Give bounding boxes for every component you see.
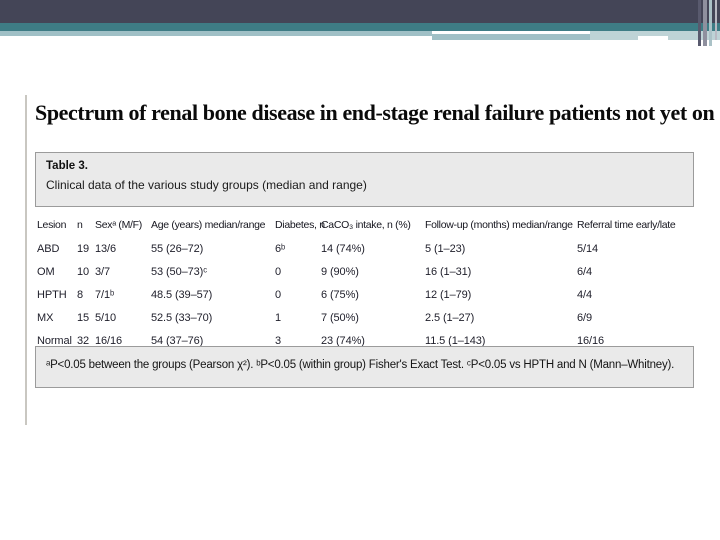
cell-n: 19 [77, 242, 90, 255]
column-header-caco3: CaCO₃ intake, n (%) [321, 219, 411, 231]
cell-caco3: 14 (74%) [321, 242, 365, 255]
cell-referral: 6/9 [577, 311, 592, 324]
cell-lesion: HPTH [37, 288, 67, 301]
cell-sex: 5/10 [95, 311, 117, 324]
cell-age: 48.5 (39–57) [151, 288, 213, 301]
cell-sex: 16/16 [95, 334, 123, 347]
cell-age: 55 (26–72) [151, 242, 204, 255]
table-row: OM 10 3/7 53 (50–73)ᶜ 0 9 (90%) 16 (1–31… [37, 260, 692, 283]
column-header-diabetes: Diabetes, n [275, 219, 325, 231]
clinical-data-table: Lesion n Sexᵃ (M/F) Age (years) median/r… [37, 213, 692, 352]
cell-caco3: 23 (74%) [321, 334, 365, 347]
cell-lesion: MX [37, 311, 54, 324]
table-row: HPTH 8 7/1ᵇ 48.5 (39–57) 0 6 (75%) 12 (1… [37, 283, 692, 306]
cell-n: 32 [77, 334, 90, 347]
cell-diabetes: 3 [275, 334, 282, 347]
cell-referral: 5/14 [577, 242, 599, 255]
page-title: Spectrum of renal bone disease in end-st… [35, 100, 720, 125]
cell-diabetes: 6ᵇ [275, 242, 286, 255]
column-header-n: n [77, 219, 83, 231]
table-row: MX 15 5/10 52.5 (33–70) 1 7 (50%) 2.5 (1… [37, 306, 692, 329]
banner-dark-bar [0, 0, 720, 23]
banner-teal-bar [0, 23, 720, 31]
cell-age: 52.5 (33–70) [151, 311, 213, 324]
banner-accent-stripe-4 [715, 0, 717, 40]
table-row: Normal 32 16/16 54 (37–76) 3 23 (74%) 11… [37, 329, 692, 352]
table-caption-label: Table 3. [46, 160, 88, 172]
banner-accent-stripe-3 [709, 0, 712, 46]
banner-accent-stripe-1 [698, 0, 701, 46]
banner-white-notch [638, 36, 668, 40]
cell-n: 8 [77, 288, 84, 301]
cell-caco3: 6 (75%) [321, 288, 359, 301]
table-footnote-text: ᵃP<0.05 between the groups (Pearson χ²).… [46, 359, 675, 371]
cell-referral: 4/4 [577, 288, 592, 301]
cell-age: 54 (37–76) [151, 334, 204, 347]
table-row: ABD 19 13/6 55 (26–72) 6ᵇ 14 (74%) 5 (1–… [37, 237, 692, 260]
cell-referral: 6/4 [577, 265, 592, 278]
cell-sex: 7/1ᵇ [95, 288, 115, 301]
cell-referral: 16/16 [577, 334, 605, 347]
banner-accent-stripe-2 [703, 0, 707, 46]
cell-followup: 12 (1–79) [425, 288, 472, 301]
table-header-row: Lesion n Sexᵃ (M/F) Age (years) median/r… [37, 213, 692, 237]
figure-left-edge [25, 95, 27, 425]
cell-followup: 16 (1–31) [425, 265, 472, 278]
cell-followup: 11.5 (1–143) [425, 334, 486, 347]
cell-lesion: OM [37, 265, 55, 278]
banner-pale-teal-block [590, 31, 720, 40]
column-header-referral: Referral time early/late [577, 219, 676, 231]
cell-followup: 5 (1–23) [425, 242, 466, 255]
banner-light-teal-strip-right [432, 34, 590, 40]
banner-light-teal-strip-left [0, 31, 432, 36]
cell-age: 53 (50–73)ᶜ [151, 265, 208, 278]
cell-lesion: Normal [37, 334, 72, 347]
cell-diabetes: 0 [275, 265, 282, 278]
cell-diabetes: 0 [275, 288, 282, 301]
cell-followup: 2.5 (1–27) [425, 311, 475, 324]
table-footnote-box: ᵃP<0.05 between the groups (Pearson χ²).… [35, 346, 694, 388]
table-caption-text: Clinical data of the various study group… [46, 178, 367, 192]
cell-caco3: 9 (90%) [321, 265, 359, 278]
table-caption-box: Table 3. Clinical data of the various st… [35, 152, 694, 207]
column-header-lesion: Lesion [37, 219, 67, 231]
column-header-followup: Follow-up (months) median/range [425, 219, 573, 231]
column-header-sex: Sexᵃ (M/F) [95, 219, 142, 231]
column-header-age: Age (years) median/range [151, 219, 266, 231]
cell-lesion: ABD [37, 242, 60, 255]
cell-sex: 13/6 [95, 242, 117, 255]
cell-n: 10 [77, 265, 90, 278]
cell-diabetes: 1 [275, 311, 282, 324]
cell-sex: 3/7 [95, 265, 110, 278]
cell-caco3: 7 (50%) [321, 311, 359, 324]
cell-n: 15 [77, 311, 90, 324]
